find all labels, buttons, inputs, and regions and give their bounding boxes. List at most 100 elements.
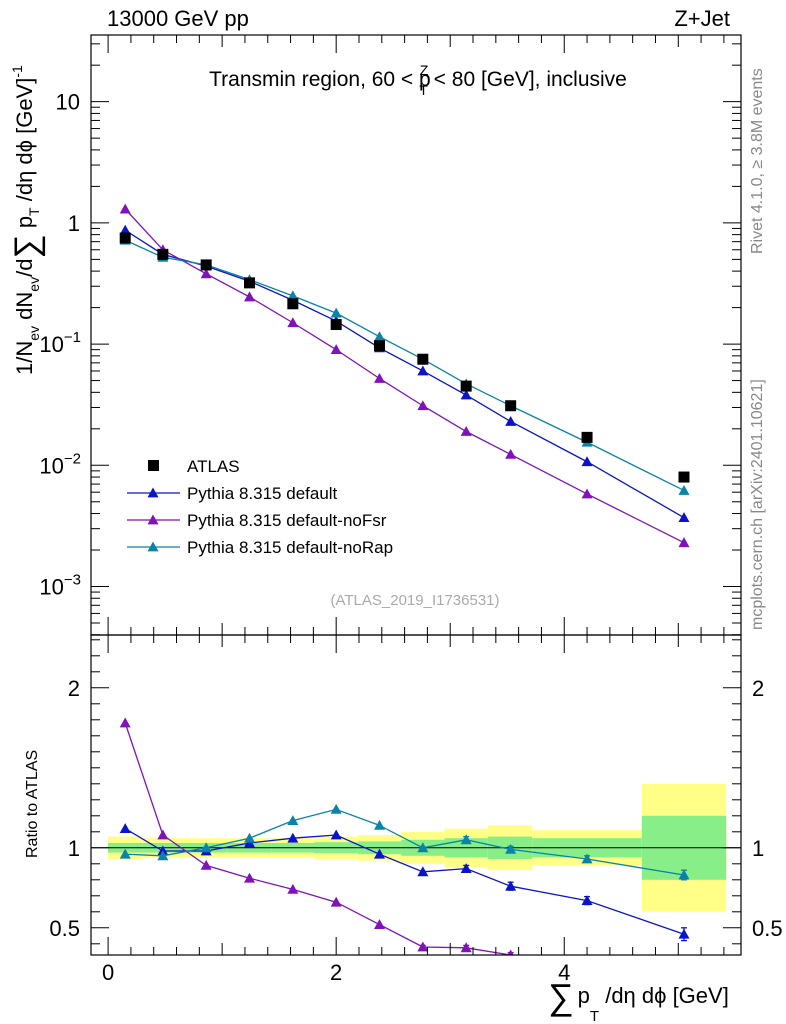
title-sup: Z [420, 62, 429, 78]
ratio-series-point-0 [374, 848, 386, 859]
main-y-tick-label: 1 [68, 211, 80, 236]
chart-title: Transmin region, 60 < pZ T < 80 [GeV], in… [209, 62, 627, 98]
legend-label: ATLAS [187, 457, 240, 476]
main-series-point-1 [417, 400, 429, 411]
ratio-series-point-0 [678, 928, 690, 939]
main-panel [119, 203, 690, 548]
svg-text:1/Nev dNev/d∑ pT /dη dϕ [GeV]: 1/Nev dNev/d∑ pT /dη dϕ [GeV]-1 [8, 65, 46, 375]
atlas-data-point [244, 277, 256, 289]
main-series-point-0 [581, 456, 593, 467]
main-y-tick-label: 10−1 [39, 329, 81, 357]
legend: ATLAS Pythia 8.315 default Pythia 8.315 de… [127, 457, 393, 557]
process-label: Z+Jet [674, 6, 730, 31]
ratio-series-point-0 [581, 895, 593, 905]
ylabel-a: 1/N [12, 341, 37, 375]
ratio-y-tick-label: 0.5 [49, 916, 80, 941]
ratio-series-point-1 [678, 962, 689, 972]
atlas-data-point [287, 298, 299, 310]
energy-label: 13000 GeV pp [107, 6, 249, 31]
ratio-series-point-1 [119, 717, 131, 728]
atlas-data-point [581, 431, 593, 443]
side-text-bottom: mcplots.cern.ch [arXiv:2401.10621] [749, 379, 766, 630]
main-series-point-1 [678, 537, 690, 548]
ylabel-d-sub: T [26, 207, 42, 216]
ylabel-a-sub: ev [26, 326, 42, 341]
main-series-point-2 [287, 290, 299, 301]
ylabel-c: /d [12, 259, 37, 277]
main-series-point-0 [119, 224, 131, 235]
ylabel-d: p [12, 216, 37, 234]
xlabel-rest: /dη dϕ [GeV] [599, 983, 729, 1008]
ratio-series-point-0 [119, 823, 131, 833]
title-sub: T [419, 82, 428, 98]
main-series-point-1 [505, 448, 517, 459]
legend-label: Pythia 8.315 default-noFsr [187, 511, 387, 530]
atlas-data-point [330, 319, 342, 331]
legend-label: Pythia 8.315 default [187, 484, 338, 503]
ratio-y-tick-label-right: 0.5 [752, 916, 783, 941]
xlabel-sigma: ∑ [548, 976, 574, 1017]
main-series-point-1 [581, 488, 593, 499]
ratio-series-point-0 [330, 829, 342, 840]
ratio-y-tick-label: 1 [68, 836, 80, 861]
ratio-series-point-1 [460, 942, 472, 953]
legend-label: Pythia 8.315 default-noRap [187, 538, 393, 557]
main-series-point-1 [460, 426, 472, 436]
atlas-data-point [374, 340, 386, 352]
legend-marker [147, 541, 159, 552]
xlabel-p-sub: T [590, 1008, 599, 1024]
main-y-tick-label: 10−3 [39, 572, 81, 600]
xlabel-p: p [578, 983, 590, 1008]
ratio-series-line-2 [125, 808, 685, 876]
ratio-series-point-2 [460, 834, 472, 845]
ratio-series-point-2 [287, 815, 299, 825]
ratio-series-1 [119, 717, 689, 972]
main-series-line-2 [124, 239, 685, 492]
main-series-point-2 [374, 331, 386, 342]
ratio-y-tick-label-right: 2 [752, 676, 764, 701]
side-text-top: Rivet 4.1.0, ≥ 3.8M events [749, 68, 766, 254]
title-pre: Transmin region, 60 < p [209, 68, 431, 91]
main-ylabel: 1/Nev dNev/d∑ pT /dη dϕ [GeV]-1 [8, 65, 46, 375]
ratio-series-line-0 [124, 828, 685, 935]
ratio-series-2 [119, 803, 690, 881]
main-series-point-0 [678, 512, 690, 523]
ratio-series-point-1 [244, 872, 256, 883]
main-series-point-0 [417, 365, 429, 376]
main-series-point-2 [330, 307, 342, 318]
ylabel-b: dN [12, 292, 37, 326]
ratio-series-point-1 [200, 859, 212, 870]
atlas-data-point [505, 400, 517, 412]
atlas-data-point [119, 232, 131, 244]
ratio-y-tick-label-right: 1 [752, 836, 764, 861]
ratio-series-point-2 [581, 853, 593, 864]
atlas-data-point [157, 248, 169, 260]
x-tick-label: 4 [558, 960, 570, 985]
ratio-series-point-1 [582, 958, 593, 968]
title-post: < 80 [GeV], inclusive [428, 68, 627, 91]
ratio-series-point-2 [244, 832, 256, 843]
ratio-series-point-1 [157, 829, 169, 840]
ratio-series-point-2 [119, 848, 131, 859]
ratio-series-point-0 [505, 880, 517, 891]
main-series-point-1 [330, 344, 342, 355]
main-series-point-2 [678, 484, 690, 495]
ratio-series-point-2 [157, 850, 169, 861]
ratio-ylabel: Ratio to ATLAS [24, 750, 41, 858]
ratio-series-point-0 [287, 832, 299, 843]
atlas-data-point [417, 353, 429, 365]
main-series-point-1 [119, 203, 131, 214]
ratio-series-point-2 [374, 819, 386, 830]
legend-marker [147, 514, 159, 525]
ylabel-e-sup: -1 [9, 65, 25, 78]
main-y-tick-label: 10 [56, 90, 80, 115]
ratio-series-point-1 [507, 949, 514, 955]
main-series-point-0 [460, 389, 472, 400]
x-tick-label: 2 [330, 960, 342, 985]
xlabel: ∑ pT /dη dϕ [GeV] [548, 976, 729, 1024]
axes-frames: 0 2 4 10 1 10−1 10−2 10−3 0.5 0.5 1 1 2 2 [39, 34, 783, 985]
main-series-point-1 [374, 373, 386, 383]
ylabel-sigma: ∑ [8, 234, 46, 258]
main-series-point-1 [287, 317, 299, 328]
ratio-series-point-1 [417, 941, 429, 952]
